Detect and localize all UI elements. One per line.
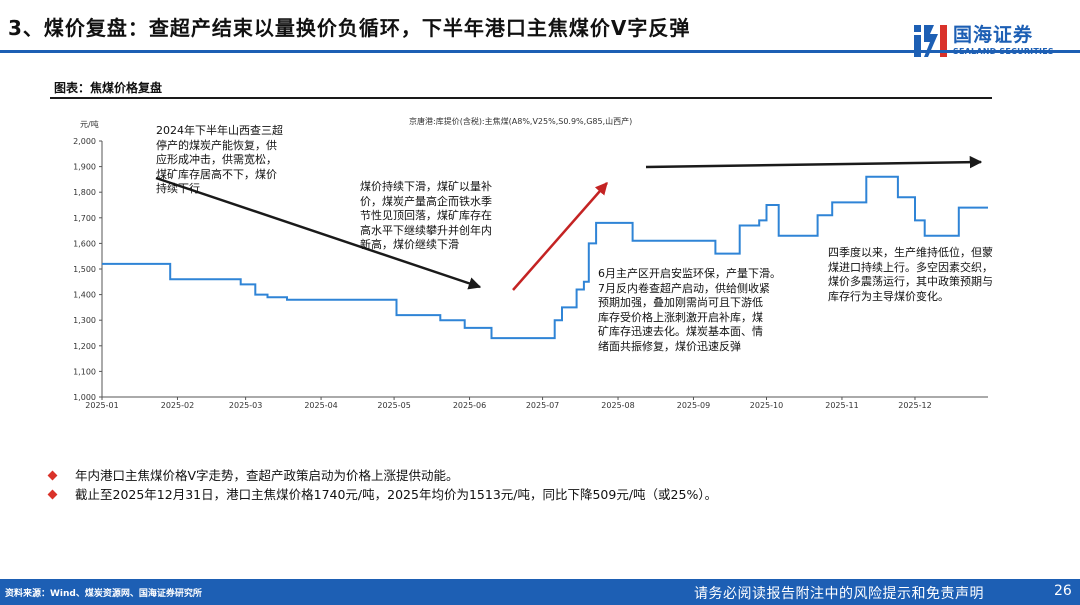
y-tick-label: 1,900 — [73, 163, 96, 172]
x-axis: 2025-01 2025-02 2025-03 2025-04 2025-05 2025-… — [85, 396, 988, 410]
annotation-h1-2025: 煤价持续下滑，煤矿以量补 价，煤炭产量高企而铁水季 节性见顶回落，煤矿库存在 高水平下… — [360, 180, 492, 251]
downtrend-arrow — [155, 176, 482, 290]
figure-divider — [50, 97, 992, 99]
x-tick-label: 2025-04 — [304, 401, 337, 410]
footer-disclaimer: 请务必阅读报告附注中的风险提示和免责声明 — [694, 586, 984, 602]
footer-source: 资料来源：Wind、煤炭资源网、国海证券研究所 — [5, 589, 202, 599]
x-tick-label: 2025-09 — [677, 401, 710, 410]
page-number: 26 — [1054, 583, 1072, 599]
annotation-q4-2025: 四季度以来，生产维持低位，但蒙 煤进口持续上行。多空因素交织， 煤价多震荡运行，其中… — [828, 246, 1028, 304]
y-tick-label: 1,600 — [73, 239, 96, 248]
x-tick-label: 2025-06 — [453, 401, 486, 410]
x-tick-label: 2025-12 — [898, 401, 931, 410]
y-tick-label: 1,300 — [73, 316, 96, 325]
x-tick-label: 2025-03 — [229, 401, 262, 410]
x-tick-label: 2025-01 — [85, 401, 118, 410]
y-tick-label: 1,800 — [73, 188, 96, 197]
bullet-item: 截止至2025年12月31日，港口主焦煤价格1740元/吨，2025年均价为15… — [47, 485, 717, 504]
figure-title: 图表：焦煤价格复盘 — [54, 81, 163, 95]
diamond-bullet-icon — [47, 470, 58, 481]
x-tick-label: 2025-08 — [601, 401, 634, 410]
y-axis-label: 元/吨 — [80, 119, 99, 129]
y-tick-label: 1,100 — [73, 367, 96, 376]
company-logo: 国海证券 SEALAND SECURITIES — [912, 22, 1072, 62]
legend-series-name: 京唐港:库提价(含税):主焦煤(A8%,V25%,S0.9%,G85,山西产) — [409, 116, 632, 126]
series-line-coking-coal — [102, 175, 988, 340]
diamond-bullet-icon — [47, 489, 58, 500]
x-tick-label: 2025-02 — [161, 401, 194, 410]
y-tick-label: 1,200 — [73, 342, 96, 351]
sealand-logo-icon — [914, 25, 947, 57]
footer-bar — [0, 579, 1080, 605]
annotation-h2-2024: 2024年下半年山西查三超 停产的煤炭产能恢复，供 应形成冲击，供需宽松， 煤矿库存居… — [156, 124, 283, 195]
bullet-item: 年内港口主焦煤价格V字走势，查超产政策启动为价格上涨提供动能。 — [47, 466, 717, 485]
uptrend-arrow — [512, 182, 608, 291]
logo-text: 国海证券 — [953, 24, 1034, 46]
slide-title: 3、煤价复盘：查超产结束以量换价负循环，下半年港口主焦煤价V字反弹 — [8, 16, 691, 40]
summary-bullets: 年内港口主焦煤价格V字走势，查超产政策启动为价格上涨提供动能。 截止至2025年… — [47, 466, 717, 504]
y-tick-label: 2,000 — [73, 137, 96, 146]
annotation-q3-2025: 6月主产区开启安监环保，产量下滑。 7月反内卷查超产启动，供给侧收紧 预期加强，叠加… — [598, 267, 804, 354]
x-tick-label: 2025-05 — [377, 401, 410, 410]
y-axis: 2,000 1,900 1,800 1,700 1,600 1,500 1,400 1,300… — [73, 137, 103, 402]
x-tick-label: 2025-10 — [750, 401, 783, 410]
y-tick-label: 1,000 — [73, 393, 96, 402]
y-tick-label: 1,400 — [73, 291, 96, 300]
coking-coal-price-chart: 元/吨 京唐港:库提价(含税):主焦煤(A8%,V25%,S0.9%,G85,山… — [73, 116, 988, 410]
x-tick-label: 2025-11 — [825, 401, 858, 410]
y-tick-label: 1,500 — [73, 265, 96, 274]
x-tick-label: 2025-07 — [526, 401, 559, 410]
title-divider — [0, 50, 1080, 53]
sideways-arrow — [645, 155, 983, 169]
y-tick-label: 1,700 — [73, 214, 96, 223]
